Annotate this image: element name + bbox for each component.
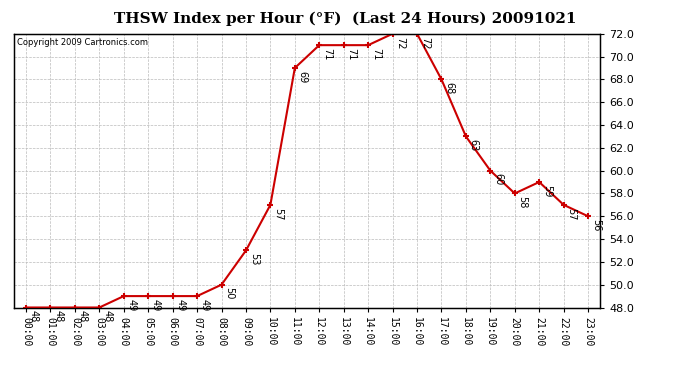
Text: 57: 57	[273, 208, 283, 220]
Text: 69: 69	[297, 71, 308, 83]
Text: 53: 53	[248, 253, 259, 266]
Text: 71: 71	[322, 48, 332, 60]
Text: 48: 48	[29, 310, 39, 322]
Text: 63: 63	[469, 139, 479, 152]
Text: 48: 48	[78, 310, 88, 322]
Text: 68: 68	[444, 82, 454, 94]
Text: 50: 50	[224, 288, 235, 300]
Text: 71: 71	[371, 48, 381, 60]
Text: Copyright 2009 Cartronics.com: Copyright 2009 Cartronics.com	[17, 38, 148, 47]
Text: THSW Index per Hour (°F)  (Last 24 Hours) 20091021: THSW Index per Hour (°F) (Last 24 Hours)…	[114, 11, 576, 26]
Text: 49: 49	[200, 299, 210, 311]
Text: 48: 48	[102, 310, 112, 322]
Text: 72: 72	[395, 36, 405, 49]
Text: 49: 49	[175, 299, 186, 311]
Text: 57: 57	[566, 208, 576, 220]
Text: 60: 60	[493, 173, 503, 186]
Text: 48: 48	[53, 310, 63, 322]
Text: 49: 49	[126, 299, 137, 311]
Text: 58: 58	[518, 196, 528, 208]
Text: 59: 59	[542, 185, 552, 197]
Text: 56: 56	[591, 219, 601, 231]
Text: 71: 71	[346, 48, 357, 60]
Text: 72: 72	[420, 36, 430, 49]
Text: 49: 49	[151, 299, 161, 311]
